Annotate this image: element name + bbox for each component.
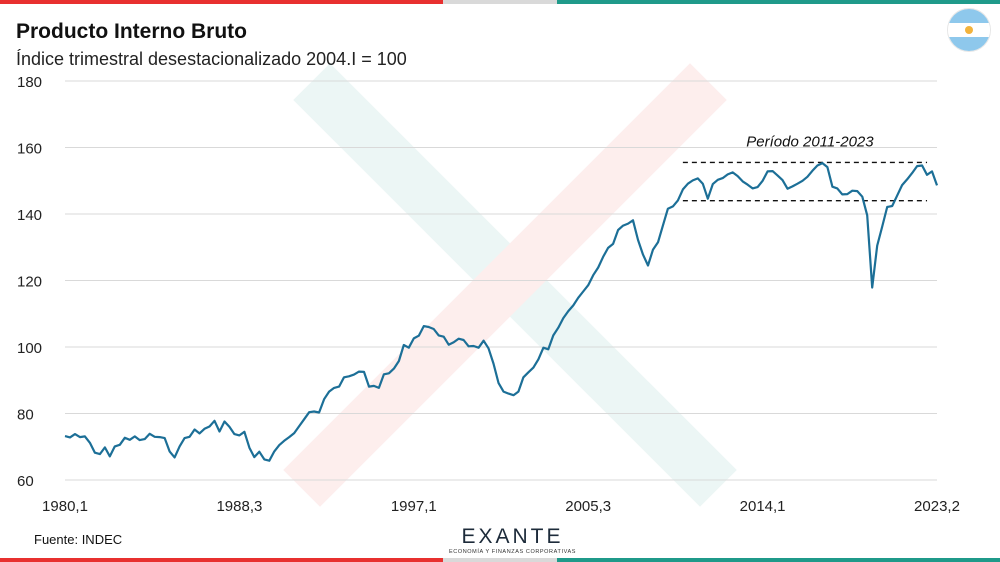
chart-title: Producto Interno Bruto [16,20,247,43]
x-tick-label: 1988,3 [216,498,262,515]
x-tick-label: 2005,3 [565,498,611,515]
pib-series-line [64,162,939,462]
exante-logo: EXANTE ECONOMÍA Y FINANZAS CORPORATIVAS [449,525,576,556]
y-tick-label: 160 [17,141,42,158]
logo-tagline: ECONOMÍA Y FINANZAS CORPORATIVAS [449,549,576,555]
chart-subtitle: Índice trimestral desestacionalizado 200… [16,49,407,69]
y-tick-label: 60 [17,473,34,490]
source-note: Fuente: INDEC [34,532,123,547]
x-tick-label: 1997,1 [391,498,437,515]
x-tick-label: 1980,1 [42,498,88,515]
y-tick-label: 100 [17,340,42,357]
logo-wordmark: EXANTE [461,525,564,548]
y-tick-label: 80 [17,407,34,424]
y-tick-label: 140 [17,207,42,224]
watermark-x [283,63,737,507]
y-tick-label: 180 [17,74,42,91]
argentina-flag-icon [948,9,990,51]
bottom-accent-bar [0,558,1000,562]
x-tick-label: 2014,1 [740,498,786,515]
y-tick-label: 120 [17,274,42,291]
band-annotation-label: Período 2011-2023 [746,133,874,150]
top-accent-bar [0,0,1000,4]
x-tick-label: 2023,2 [914,498,960,515]
